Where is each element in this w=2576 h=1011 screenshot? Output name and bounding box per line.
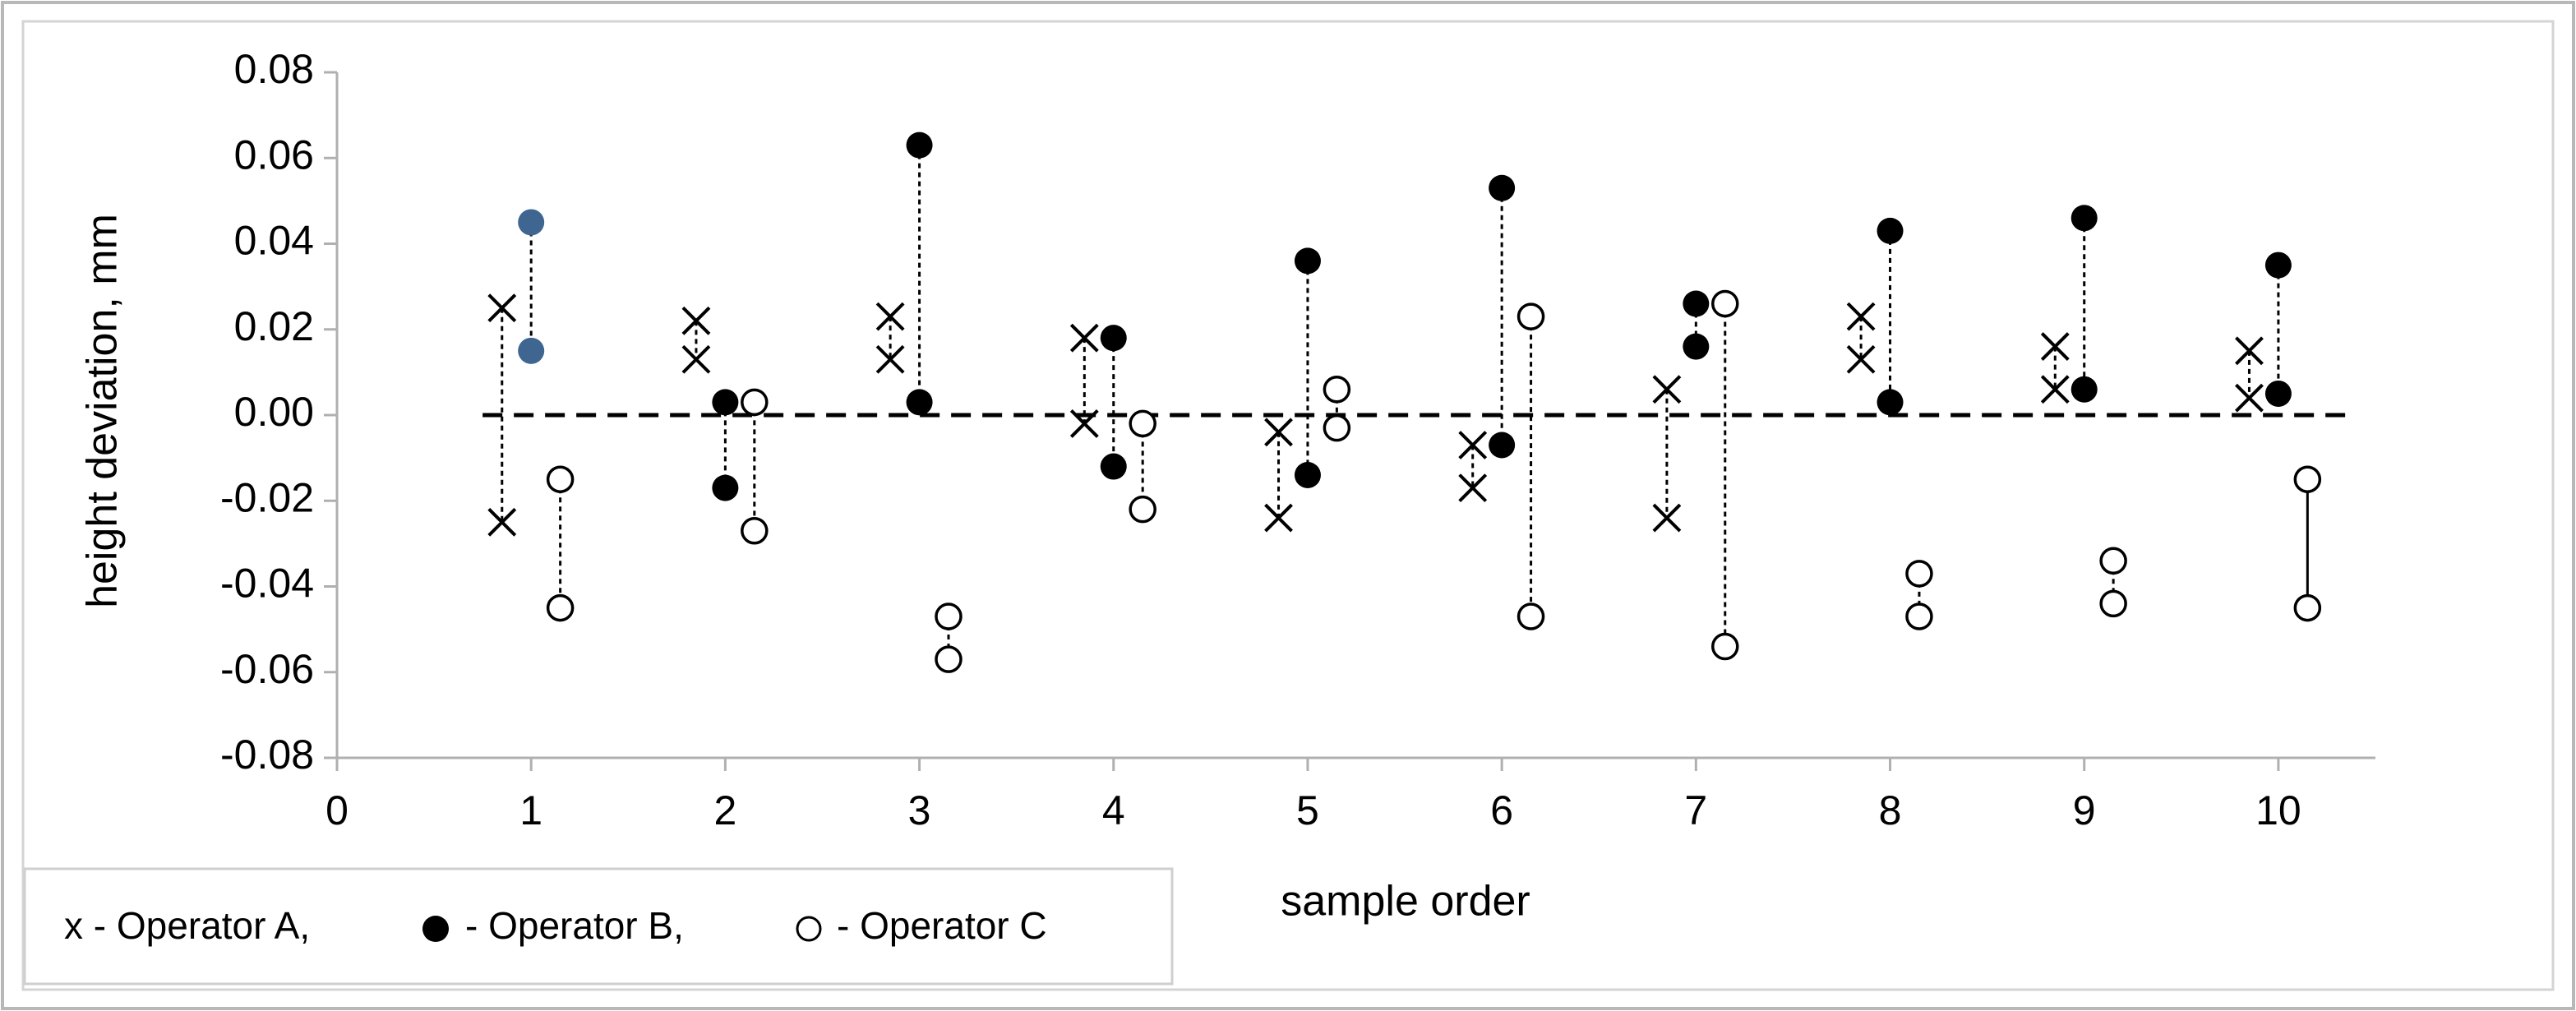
- operator-a-marker: [1458, 431, 1488, 459]
- x-tick-label: 5: [1296, 787, 1319, 833]
- operator-b-marker: [2264, 252, 2292, 279]
- operator-a-marker: [1652, 503, 1682, 533]
- y-tick-label: 0.06: [234, 132, 314, 178]
- operator-b-marker: [712, 474, 739, 501]
- operator-c-marker: [1129, 409, 1156, 438]
- operator-c-marker: [546, 465, 575, 493]
- x-tick-label: 7: [1684, 787, 1707, 833]
- operator-c-marker: [546, 593, 575, 622]
- operator-a-marker: [1652, 375, 1682, 404]
- operator-b-marker: [1683, 333, 1710, 360]
- x-tick-label: 8: [1879, 787, 1902, 833]
- operator-a-marker: [681, 344, 711, 374]
- operator-b-marker: [712, 389, 739, 416]
- operator-a-marker: [1846, 302, 1876, 331]
- operator-b-marker: [1877, 389, 1904, 416]
- operator-a-marker: [2235, 336, 2264, 366]
- operator-c-marker: [2099, 547, 2127, 575]
- operator-a-marker: [681, 306, 711, 335]
- x-tick-label: 1: [519, 787, 542, 833]
- legend-operator-a: x - Operator A,: [64, 904, 310, 947]
- operator-a-marker: [487, 507, 517, 537]
- tick-labels: -0.08 -0.06 -0.04 -0.02 0.00 0.02 0.04 0.06 0.08…: [220, 46, 2301, 833]
- x-tick-label: 9: [2073, 787, 2096, 833]
- operator-c-marker: [1129, 495, 1156, 524]
- operator-c-marker: [1517, 302, 1545, 330]
- x-tick-label: 0: [325, 787, 349, 833]
- x-tick-label: 6: [1490, 787, 1513, 833]
- operator-b-marker: [518, 337, 545, 364]
- operator-a-marker: [2040, 332, 2070, 362]
- legend: x - Operator A, - Operator B, - Operator…: [23, 867, 1174, 986]
- axes: [324, 71, 2375, 771]
- operator-a-marker: [1069, 409, 1099, 438]
- y-tick-label: -0.02: [220, 474, 314, 520]
- plot-frame: [21, 20, 2555, 991]
- operator-c-marker: [2099, 589, 2127, 618]
- legend-open-circle-icon: [796, 916, 822, 942]
- operator-c-marker: [935, 602, 963, 630]
- operator-a-marker: [875, 302, 905, 331]
- operator-b-marker: [1100, 453, 1127, 480]
- operator-c-marker: [1905, 560, 1933, 588]
- operator-c-marker: [1711, 632, 1739, 661]
- operator-c-marker: [2293, 465, 2322, 493]
- operator-c-marker: [1711, 289, 1739, 318]
- operator-b-marker: [2070, 205, 2098, 232]
- operator-b-marker: [1294, 461, 1321, 488]
- operator-a-marker: [1458, 473, 1488, 503]
- x-axis-title: sample order: [1281, 878, 1530, 926]
- operator-a-marker: [875, 344, 905, 374]
- operator-b-marker: [906, 389, 933, 416]
- operator-a-marker: [1264, 418, 1293, 447]
- legend-box: [23, 867, 1174, 986]
- x-tick-label: 3: [908, 787, 931, 833]
- operator-b-marker: [906, 132, 933, 159]
- operator-a-marker: [2235, 383, 2264, 413]
- operator-c-marker: [741, 516, 769, 545]
- x-tick-label: 2: [713, 787, 736, 833]
- operator-b-marker: [1489, 174, 1516, 201]
- operator-a-marker: [1069, 323, 1099, 353]
- y-tick-label: 0.02: [234, 303, 314, 349]
- operator-a-marker: [1264, 503, 1293, 533]
- operator-b-marker: [1294, 247, 1321, 275]
- operator-b-marker: [1683, 290, 1710, 317]
- operator-c-marker: [1323, 413, 1351, 442]
- legend-operator-c: - Operator C: [837, 904, 1047, 947]
- operator-c-marker: [1323, 375, 1351, 404]
- legend-filled-circle-icon: [422, 916, 449, 942]
- operator-b-marker: [1100, 325, 1127, 352]
- y-tick-label: 0.04: [234, 218, 314, 264]
- y-axis-title: height deviation, mm: [79, 214, 127, 608]
- operator-b-marker: [1877, 217, 1904, 244]
- y-tick-label: -0.08: [220, 732, 314, 778]
- operator-b-marker: [1489, 432, 1516, 459]
- data-markers: [487, 132, 2322, 673]
- operator-a-marker: [1846, 344, 1876, 374]
- operator-c-marker: [935, 645, 963, 673]
- operator-c-marker: [1517, 602, 1545, 630]
- legend-operator-b: - Operator B,: [465, 904, 684, 947]
- operator-b-marker: [2264, 380, 2292, 407]
- operator-a-marker: [487, 293, 517, 323]
- connector-lines: [501, 145, 2309, 660]
- y-tick-label: 0.00: [234, 389, 314, 435]
- y-tick-label: -0.04: [220, 561, 314, 607]
- x-tick-label: 10: [2255, 787, 2301, 833]
- operator-c-marker: [2293, 593, 2322, 622]
- operator-c-marker: [741, 388, 769, 417]
- operator-a-marker: [2040, 375, 2070, 404]
- y-tick-label: 0.08: [234, 46, 314, 92]
- operator-b-marker: [518, 209, 545, 236]
- operator-b-marker: [2070, 376, 2098, 403]
- x-tick-label: 4: [1102, 787, 1125, 833]
- operator-c-marker: [1905, 602, 1933, 630]
- y-tick-label: -0.06: [220, 646, 314, 692]
